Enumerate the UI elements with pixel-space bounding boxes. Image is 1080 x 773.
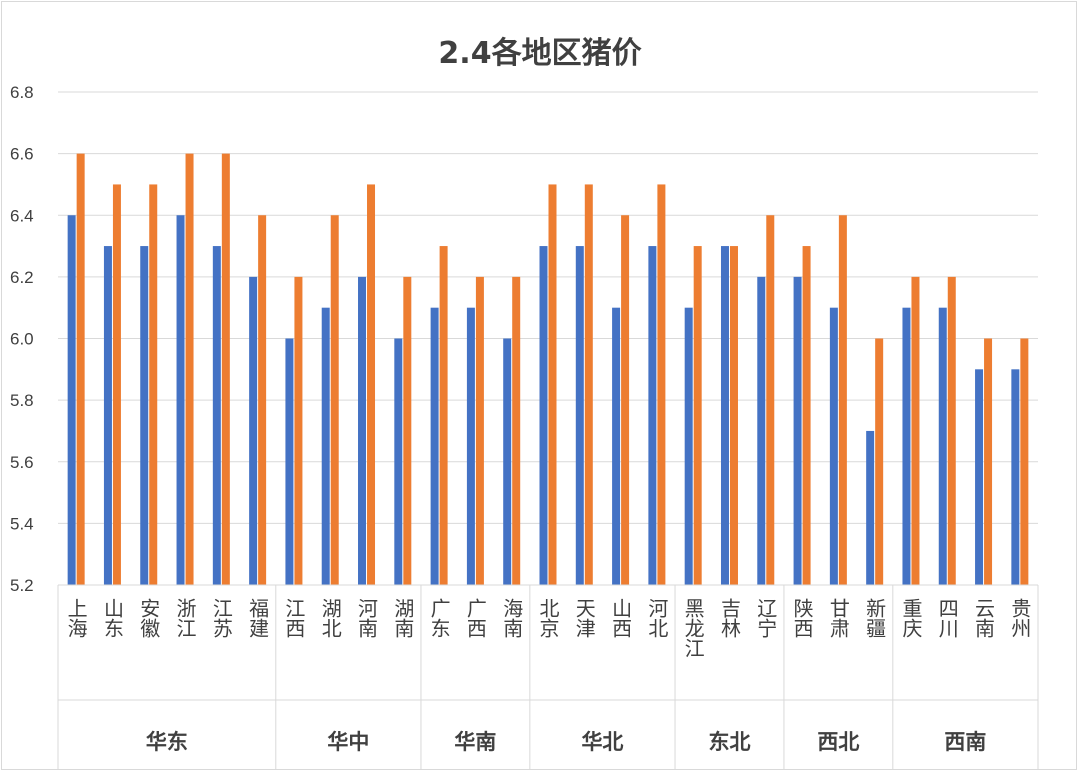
category-label: 广东 xyxy=(427,598,451,638)
group-label: 华北 xyxy=(581,730,623,754)
bar-series2-陕西 xyxy=(802,246,811,585)
category-label: 黑龙江 xyxy=(681,598,705,658)
bar-series1-四川 xyxy=(938,307,947,585)
bar-series2-湖北 xyxy=(330,215,339,585)
bar-series1-辽宁 xyxy=(757,276,766,585)
y-tick-label: 6.6 xyxy=(10,145,34,164)
bar-series2-湖南 xyxy=(403,276,412,585)
category-label: 甘肃 xyxy=(826,598,850,638)
bar-series1-吉林 xyxy=(720,246,729,585)
bar-series2-山西 xyxy=(621,215,630,585)
bar-series2-上海 xyxy=(76,153,85,585)
bar-series2-河南 xyxy=(367,184,376,585)
category-label: 海南 xyxy=(500,598,524,638)
category-label: 上海 xyxy=(64,598,88,638)
y-tick-label: 5.2 xyxy=(10,576,34,595)
category-label: 吉林 xyxy=(717,598,741,638)
bar-series2-新疆 xyxy=(875,338,884,585)
bar-series1-上海 xyxy=(67,215,76,585)
bar-series1-黑龙江 xyxy=(684,307,693,585)
bar-series2-吉林 xyxy=(729,246,738,585)
bar-series1-广西 xyxy=(466,307,475,585)
bar-series1-重庆 xyxy=(902,307,911,585)
y-tick-label: 6.0 xyxy=(10,330,34,349)
bar-series1-山西 xyxy=(612,307,621,585)
bar-series2-河北 xyxy=(657,184,666,585)
category-label: 贵州 xyxy=(1008,598,1032,638)
group-label: 东北 xyxy=(708,730,750,754)
bar-series2-安徽 xyxy=(149,184,158,585)
bar-series1-江西 xyxy=(285,338,294,585)
y-tick-label: 5.6 xyxy=(10,453,34,472)
category-label: 河北 xyxy=(645,598,669,638)
category-label: 广西 xyxy=(463,598,487,638)
bar-series1-陕西 xyxy=(793,276,802,585)
category-label: 北京 xyxy=(536,598,560,638)
bar-series2-海南 xyxy=(512,276,521,585)
bar-series1-新疆 xyxy=(866,430,875,585)
category-label: 安徽 xyxy=(137,598,161,638)
category-label: 四川 xyxy=(935,598,959,638)
bar-series2-广东 xyxy=(439,246,448,585)
y-tick-label: 6.2 xyxy=(10,268,34,287)
bar-series2-山东 xyxy=(112,184,121,585)
bar-series1-湖北 xyxy=(321,307,330,585)
chart-title: 2.4各地区猪价 xyxy=(438,36,642,71)
bar-series2-浙江 xyxy=(185,153,194,585)
bar-series1-山东 xyxy=(103,246,112,585)
bar-series2-黑龙江 xyxy=(693,246,702,585)
group-label: 西南 xyxy=(944,730,986,754)
bar-series2-天津 xyxy=(584,184,593,585)
bar-series1-江苏 xyxy=(212,246,221,585)
bar-series1-甘肃 xyxy=(829,307,838,585)
y-tick-label: 5.4 xyxy=(10,514,34,533)
bar-series1-湖南 xyxy=(394,338,403,585)
category-label: 江西 xyxy=(282,598,306,638)
bar-series2-辽宁 xyxy=(766,215,775,585)
bar-series1-河北 xyxy=(648,246,657,585)
category-label: 湖南 xyxy=(391,598,415,638)
bar-series1-福建 xyxy=(249,276,258,585)
bar-series2-重庆 xyxy=(911,276,920,585)
category-label: 山西 xyxy=(609,598,633,638)
category-label: 云南 xyxy=(972,598,996,638)
category-label: 湖北 xyxy=(318,598,342,638)
bar-series2-云南 xyxy=(984,338,993,585)
category-label: 辽宁 xyxy=(754,598,778,638)
bar-series1-北京 xyxy=(539,246,548,585)
bar-series1-浙江 xyxy=(176,215,185,585)
bar-series1-河南 xyxy=(358,276,367,585)
category-label: 陕西 xyxy=(790,598,814,638)
bar-series2-江西 xyxy=(294,276,303,585)
bar-series2-广西 xyxy=(475,276,484,585)
group-label: 华东 xyxy=(146,730,188,754)
bar-series1-安徽 xyxy=(140,246,149,585)
category-label: 浙江 xyxy=(173,598,197,638)
bar-series2-甘肃 xyxy=(838,215,847,585)
y-tick-label: 5.8 xyxy=(10,391,34,410)
category-label: 山东 xyxy=(100,598,124,638)
bar-series2-福建 xyxy=(258,215,267,585)
group-label: 西北 xyxy=(817,730,859,754)
bar-series1-天津 xyxy=(575,246,584,585)
group-label: 华南 xyxy=(454,730,496,754)
bar-series1-云南 xyxy=(975,369,984,585)
bar-series2-四川 xyxy=(947,276,956,585)
category-label: 江苏 xyxy=(209,598,233,638)
category-label: 福建 xyxy=(246,598,270,638)
y-tick-label: 6.4 xyxy=(10,206,34,225)
category-label: 河南 xyxy=(355,598,379,638)
category-label: 新疆 xyxy=(863,598,887,638)
bar-series1-广东 xyxy=(430,307,439,585)
bar-series2-江苏 xyxy=(221,153,230,585)
bar-series1-海南 xyxy=(503,338,512,585)
category-label: 重庆 xyxy=(899,598,923,638)
bar-series2-贵州 xyxy=(1020,338,1029,585)
bar-series2-北京 xyxy=(548,184,557,585)
category-label: 天津 xyxy=(572,598,596,638)
y-tick-label: 6.8 xyxy=(10,83,34,102)
group-label: 华中 xyxy=(327,730,369,754)
bar-series1-贵州 xyxy=(1011,369,1020,585)
